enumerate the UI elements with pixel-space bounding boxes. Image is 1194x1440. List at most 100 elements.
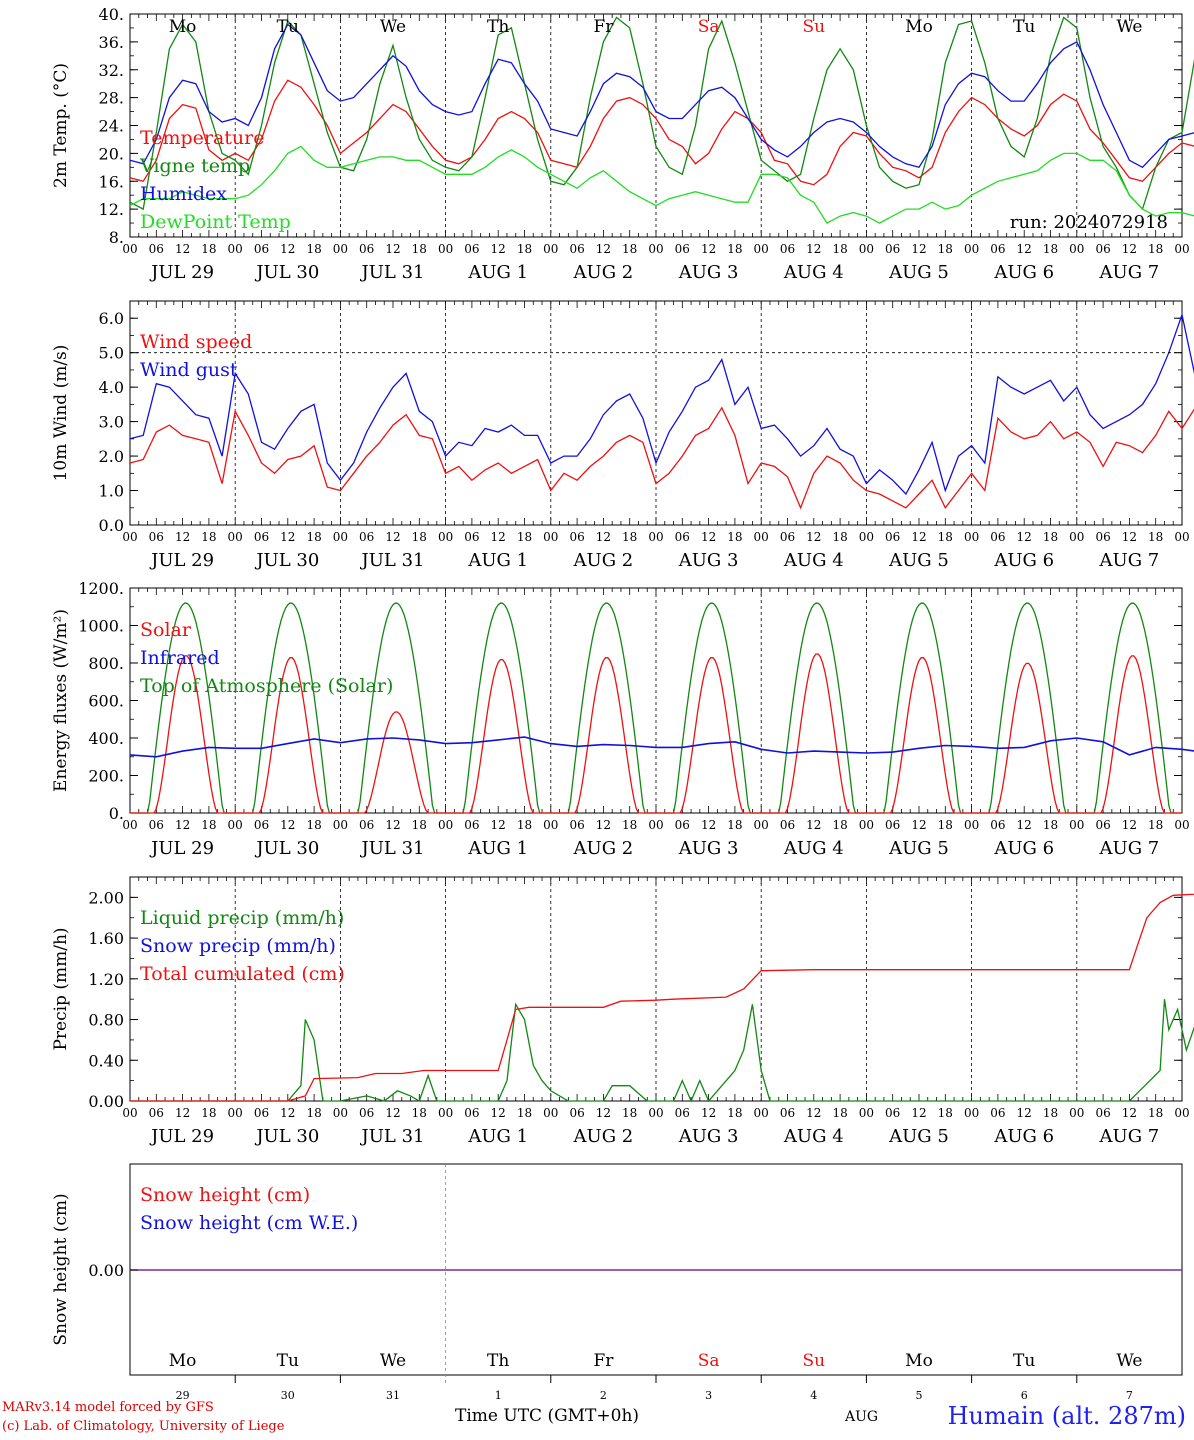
wind-ylabel: 10m Wind (m/s): [51, 345, 71, 482]
hour-label: 06: [149, 818, 164, 832]
hour-label: 06: [990, 530, 1005, 544]
y-tick-label: 1.0: [99, 482, 124, 501]
snow-legend-entry: Snow height (cm): [140, 1184, 310, 1206]
day-number-label: 31: [386, 1389, 400, 1400]
hour-label: 18: [1148, 242, 1163, 256]
date-label: AUG 4: [783, 550, 844, 571]
hour-label: 12: [701, 1106, 716, 1120]
hour-label: 06: [885, 1106, 900, 1120]
day-number-label: 2: [600, 1389, 607, 1400]
hour-label: 00: [754, 818, 769, 832]
hour-label: 12: [596, 530, 611, 544]
hour-label: 18: [1148, 818, 1163, 832]
hour-label: 12: [1017, 818, 1032, 832]
hour-label: 00: [438, 530, 453, 544]
hour-label: 06: [675, 530, 690, 544]
date-label: AUG 2: [573, 1126, 634, 1147]
precip-legend-entry: Total cumulated (cm): [140, 963, 345, 985]
hour-label: 18: [1043, 530, 1058, 544]
day-number-label: 7: [1126, 1389, 1133, 1400]
day-number-label: 3: [705, 1389, 712, 1400]
hour-label: 00: [964, 1106, 979, 1120]
temp-series-humidex: [129, 23, 1194, 169]
date-label: AUG 5: [888, 838, 949, 859]
precip-ylabel: Precip (mm/h): [51, 927, 71, 1050]
hour-label: 00: [859, 818, 874, 832]
hour-label: 12: [280, 818, 295, 832]
hour-label: 18: [306, 242, 321, 256]
y-tick-label: 5.0: [99, 344, 124, 363]
energy-legend-entry: Solar: [140, 619, 192, 641]
hour-label: 00: [333, 1106, 348, 1120]
date-label: AUG 7: [1099, 838, 1160, 859]
weekday-label: We: [1116, 1351, 1142, 1371]
hour-label: 18: [938, 1106, 953, 1120]
hour-label: 00: [648, 1106, 663, 1120]
hour-label: 00: [964, 818, 979, 832]
y-tick-label: 8.: [109, 228, 124, 247]
hour-label: 06: [990, 1106, 1005, 1120]
hour-label: 00: [859, 1106, 874, 1120]
date-label: AUG 6: [993, 550, 1054, 571]
hour-label: 00: [1069, 818, 1084, 832]
hour-label: 18: [517, 242, 532, 256]
hour-label: 12: [491, 818, 506, 832]
hour-label: 12: [385, 242, 400, 256]
hour-label: 12: [806, 530, 821, 544]
hour-label: 00: [228, 1106, 243, 1120]
date-label: AUG 1: [467, 1126, 528, 1147]
hour-label: 00: [438, 242, 453, 256]
hour-label: 12: [491, 242, 506, 256]
hour-label: 12: [911, 242, 926, 256]
hour-label: 18: [727, 530, 742, 544]
y-tick-label: 6.0: [99, 309, 124, 328]
hour-label: 12: [806, 818, 821, 832]
weekday-label: Mo: [905, 17, 933, 37]
hour-label: 12: [385, 818, 400, 832]
hour-label: 00: [122, 242, 137, 256]
day-number-label: 5: [916, 1389, 923, 1400]
date-label: AUG 6: [993, 1126, 1054, 1147]
hour-label: 00: [754, 530, 769, 544]
y-tick-label: 12.: [99, 200, 124, 219]
hour-label: 12: [806, 1106, 821, 1120]
hour-label: 06: [569, 818, 584, 832]
weekday-label: Th: [487, 1351, 509, 1371]
temp-frame: [129, 13, 1183, 238]
hour-label: 12: [1122, 818, 1137, 832]
hour-label: 00: [859, 530, 874, 544]
hour-label: 06: [990, 818, 1005, 832]
hour-label: 00: [859, 242, 874, 256]
hour-label: 00: [543, 530, 558, 544]
hour-label: 12: [385, 1106, 400, 1120]
hour-label: 18: [517, 818, 532, 832]
hour-label: 18: [412, 530, 427, 544]
date-label: AUG 2: [573, 550, 634, 571]
hour-label: 06: [254, 242, 269, 256]
hour-label: 12: [491, 1106, 506, 1120]
hour-label: 18: [1043, 242, 1058, 256]
hour-label: 12: [596, 242, 611, 256]
time-axis-title: Time UTC (GMT+0h): [455, 1406, 640, 1426]
hour-label: 00: [754, 242, 769, 256]
date-label: AUG 5: [888, 1126, 949, 1147]
weekday-label: Mo: [169, 17, 197, 37]
precip-series-total-cumulated-cm-: [130, 893, 1194, 1102]
hour-label: 00: [543, 242, 558, 256]
day-number-label: 6: [1021, 1389, 1028, 1400]
y-tick-label: 0.40: [88, 1051, 124, 1070]
hour-label: 00: [438, 1106, 453, 1120]
hour-label: 18: [517, 530, 532, 544]
hour-label: 00: [1069, 530, 1084, 544]
date-label: AUG 4: [783, 262, 844, 283]
y-tick-label: 800.: [88, 654, 124, 673]
weekday-label: Fr: [593, 17, 614, 37]
hour-label: 06: [464, 818, 479, 832]
weekday-label: Sa: [698, 1351, 720, 1371]
hour-label: 18: [622, 242, 637, 256]
hour-label: 18: [412, 818, 427, 832]
hour-label: 00: [648, 530, 663, 544]
hour-label: 06: [780, 1106, 795, 1120]
y-tick-label: 1200.: [78, 579, 124, 598]
hour-label: 12: [596, 818, 611, 832]
